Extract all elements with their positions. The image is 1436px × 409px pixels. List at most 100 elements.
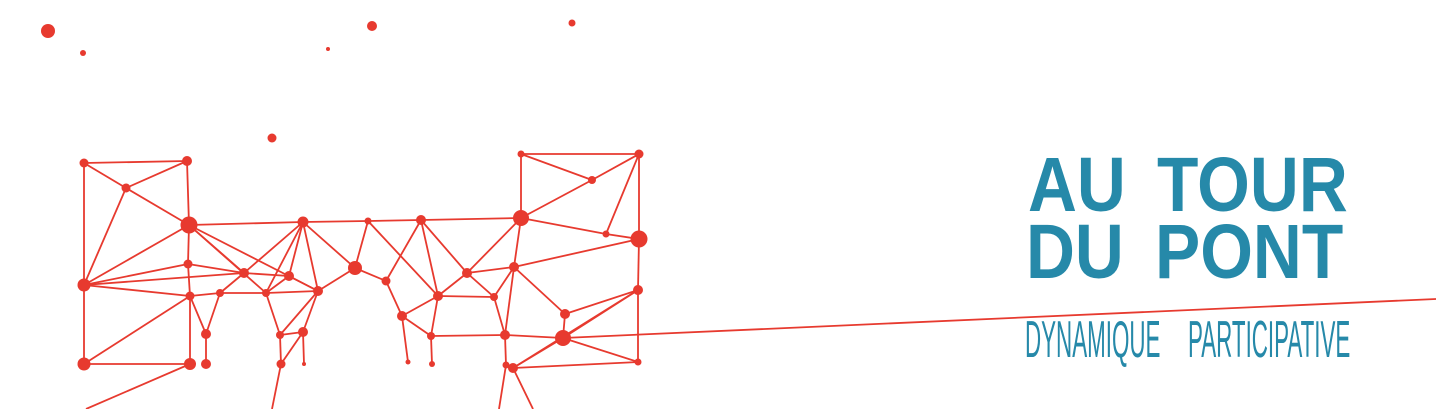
bridge-node bbox=[182, 156, 192, 166]
bridge-edge bbox=[401, 315, 409, 363]
bridge-edge bbox=[401, 315, 432, 337]
bridge-edge bbox=[83, 263, 189, 286]
bridge-edge bbox=[188, 224, 267, 294]
bridge-edge bbox=[280, 331, 304, 365]
bridge-node bbox=[79, 158, 89, 168]
scatter-dot bbox=[568, 19, 576, 27]
bridge-node bbox=[239, 268, 249, 278]
bridge-edge bbox=[83, 295, 191, 365]
bridge-node bbox=[555, 330, 571, 346]
bridge-edge bbox=[564, 289, 639, 315]
bridge-edge bbox=[83, 272, 245, 286]
bridge-ray bbox=[271, 363, 282, 409]
bridge-edge bbox=[83, 224, 190, 286]
bridge-node bbox=[216, 289, 224, 297]
bridge-node bbox=[508, 363, 518, 373]
bridge-ray bbox=[512, 367, 534, 409]
bridge-edge bbox=[279, 290, 319, 336]
bridge-edge bbox=[354, 220, 369, 269]
bridge-node bbox=[429, 361, 435, 367]
bridge-edge bbox=[83, 187, 127, 286]
bridge-node bbox=[433, 291, 443, 301]
bridge-edge bbox=[187, 263, 245, 274]
bridge-edge bbox=[512, 361, 639, 369]
bridge-node bbox=[77, 278, 91, 292]
bridge-edge bbox=[513, 238, 640, 268]
bridge-edge bbox=[437, 295, 495, 298]
bridge-node bbox=[298, 327, 308, 337]
bridge-edge bbox=[367, 220, 439, 297]
bridge-node bbox=[185, 291, 195, 301]
bridge-node bbox=[313, 286, 323, 296]
logo-subtitle-word2: PARTICIPATIVE bbox=[1188, 311, 1351, 369]
bridge-node bbox=[509, 262, 519, 272]
scatter-dots bbox=[41, 19, 576, 143]
bridge-edge bbox=[302, 220, 369, 223]
bridge-edge bbox=[512, 337, 564, 369]
bridge-node bbox=[502, 361, 510, 369]
bridge-edge bbox=[420, 219, 439, 297]
bridge-nodes bbox=[77, 149, 648, 373]
bridge-node bbox=[348, 261, 362, 275]
bridge-edge bbox=[385, 219, 422, 282]
scatter-dot bbox=[367, 21, 377, 31]
bridge-node bbox=[517, 150, 525, 158]
bridge-edge bbox=[302, 221, 319, 292]
bridge-edge bbox=[83, 162, 127, 189]
scatter-dot bbox=[267, 133, 277, 143]
bridge-node bbox=[302, 362, 306, 366]
bridge-edge bbox=[520, 179, 593, 219]
bridge-edge bbox=[302, 290, 319, 333]
bridge-edge bbox=[430, 295, 439, 337]
bridge-node bbox=[500, 330, 510, 340]
bridge-edge bbox=[562, 337, 639, 363]
bridge-ray bbox=[85, 363, 191, 409]
bridge-edge bbox=[437, 272, 468, 297]
bridge-edge bbox=[466, 272, 495, 298]
bridge-edge bbox=[125, 160, 188, 189]
bridge-edge bbox=[591, 153, 640, 181]
bridge-edge bbox=[189, 295, 207, 335]
bridge-edge bbox=[317, 267, 356, 292]
bridge-node bbox=[297, 216, 309, 228]
bridge-node bbox=[284, 271, 294, 281]
bridge-edge bbox=[513, 217, 522, 268]
bridge-node bbox=[634, 358, 642, 366]
bridge-node bbox=[462, 268, 472, 278]
bridge-node bbox=[513, 210, 529, 226]
bridge-edge bbox=[401, 295, 439, 317]
bridge-node bbox=[276, 359, 286, 369]
bridge-edge bbox=[520, 217, 607, 235]
bridge-node bbox=[416, 215, 426, 225]
bridge-edge bbox=[302, 221, 356, 269]
bridge-node bbox=[262, 289, 270, 297]
bridge-node bbox=[77, 357, 91, 371]
bridge-node bbox=[201, 359, 211, 369]
bridge-node bbox=[630, 230, 648, 248]
bridge-edge bbox=[504, 334, 564, 339]
bridge-edge bbox=[83, 160, 188, 164]
bridge-edge bbox=[188, 221, 304, 226]
logo-title-line2: DU PONT bbox=[1026, 209, 1344, 295]
bridge-edge bbox=[504, 266, 515, 336]
scatter-dot bbox=[80, 50, 86, 56]
bridge-node bbox=[381, 276, 391, 286]
bridge-edges bbox=[83, 153, 1436, 409]
bridge-node bbox=[427, 332, 435, 340]
bridge-edge bbox=[83, 284, 191, 297]
bridge-edge bbox=[219, 272, 245, 294]
bridge-edge bbox=[279, 334, 282, 365]
bridge-edge bbox=[265, 290, 319, 294]
logo-title-line1: AU TOUR bbox=[1028, 142, 1348, 228]
bridge-edge bbox=[637, 238, 640, 291]
bridge-edge bbox=[302, 331, 305, 365]
bridge-edge bbox=[493, 266, 515, 298]
bridge-edge bbox=[466, 266, 515, 274]
bridge-edge bbox=[288, 221, 304, 277]
bridge-ray bbox=[498, 364, 507, 409]
bridge-node bbox=[634, 149, 644, 159]
bridge-node bbox=[183, 259, 193, 269]
bridge-edge bbox=[367, 219, 422, 222]
bridge-edge bbox=[430, 334, 506, 337]
